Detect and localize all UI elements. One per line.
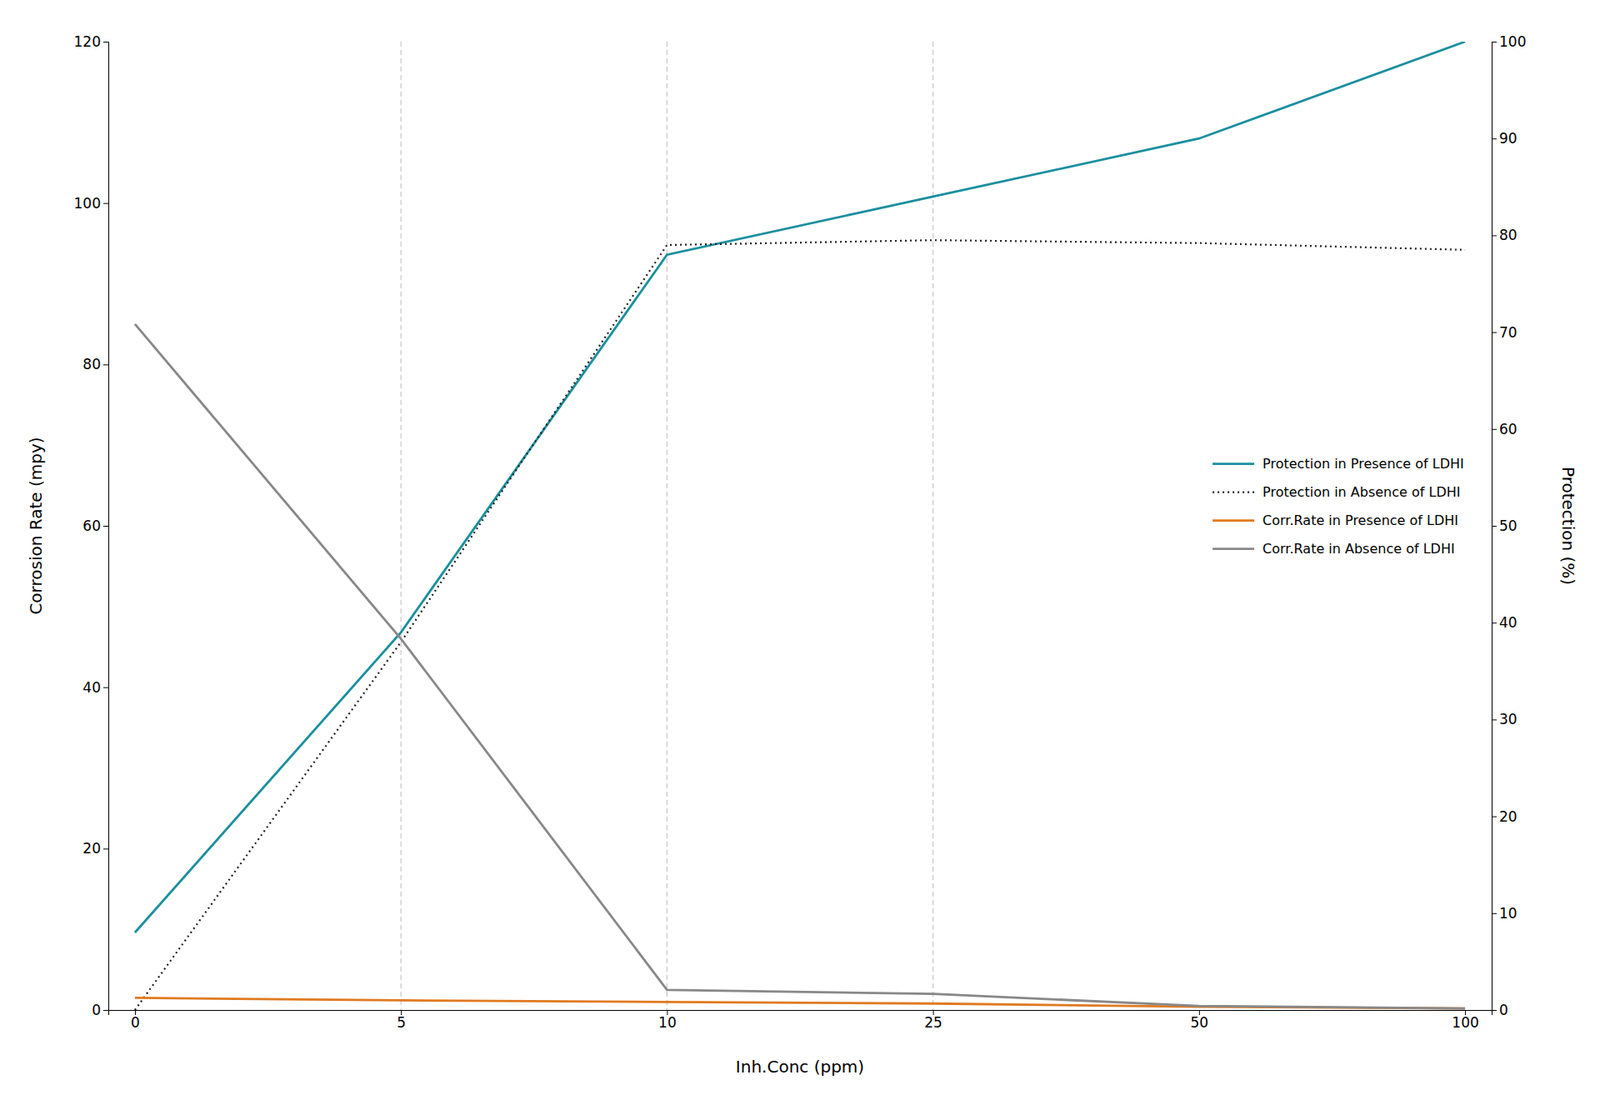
y-axis: 0 20 40 60 80 100 120 [74,33,110,1019]
tick-label: 10 [658,1014,677,1031]
series-line [135,240,1465,1010]
legend-label: Protection in Presence of LDHI [1262,455,1465,472]
tick: 50 [1491,517,1518,535]
tick-label: 100 [74,195,101,212]
tick-label: 100 [1499,33,1526,50]
tick-label: 120 [74,33,101,50]
tick-mark [1491,816,1497,818]
legend-swatch [1212,491,1255,494]
tick: 40 [82,679,109,696]
tick-mark [1491,622,1497,624]
tick: 100 [1451,1010,1479,1031]
legend-label: Corr.Rate in Presence of LDHI [1262,512,1459,529]
tick-label: 50 [1499,517,1518,535]
tick-mark [103,1010,109,1011]
tick-label: 20 [82,840,101,857]
tick-label: 60 [82,517,101,535]
tick: 0 [130,1010,140,1031]
tick-label: 90 [1499,130,1518,147]
tick-label: 25 [924,1014,943,1031]
y2-axis: 0 10 20 30 40 50 60 70 80 90 100 [1491,33,1526,1019]
tick: 25 [924,1010,943,1031]
tick-mark [103,687,109,689]
tick: 80 [82,355,109,373]
tick: 100 [74,195,109,212]
x-axis-title: Inh.Conc (ppm) [735,1056,865,1077]
legend-item: Protection in Absence of LDHI [1212,484,1460,500]
tick-label: 100 [1451,1014,1479,1031]
tick-mark [1491,429,1497,430]
tick: 5 [396,1010,406,1031]
tick: 80 [1491,226,1518,244]
y-axis-title: Corrosion Rate (mpy) [25,436,46,615]
tick-label: 20 [1499,808,1518,825]
tick: 70 [1491,324,1518,341]
tick-label: 0 [91,1001,101,1019]
legend-label: Corr.Rate in Absence of LDHI [1262,540,1455,557]
tick: 20 [1491,808,1518,825]
tick: 60 [82,517,109,535]
legend: Protection in Presence of LDHI Protection… [1212,455,1465,557]
tick: 90 [1491,130,1518,147]
tick-mark [1491,1010,1497,1011]
vertical-line [666,41,668,1010]
tick-mark [103,848,109,850]
tick-label: 80 [1499,226,1518,244]
tick-label: 70 [1499,324,1518,341]
series-line [135,324,1465,1009]
vertical-line [400,41,402,1010]
tick: 0 [91,1001,109,1019]
tick-label: 10 [1499,905,1518,922]
tick: 50 [1190,1010,1210,1031]
tick: 0 [1491,1001,1509,1019]
axis-line [1492,42,1498,1011]
tick-mark [1491,332,1497,334]
tick-mark [103,364,109,365]
tick-mark [1491,719,1497,720]
tick-label: 50 [1190,1014,1210,1031]
plot: 0 5 10 25 50 100 0 20 40 60 80 100 120 0 10 20 30 40 50 60 7… [25,33,1579,1077]
tick-mark [103,525,109,527]
tick: 100 [1491,33,1526,50]
axis-line [109,1010,1493,1016]
tick: 10 [658,1010,677,1031]
tick: 20 [82,840,109,857]
tick: 60 [1491,420,1518,438]
tick-mark [103,41,109,43]
tick: 40 [1491,614,1518,631]
legend-item: Corr.Rate in Presence of LDHI [1212,512,1459,529]
legend-item: Corr.Rate in Absence of LDHI [1212,540,1455,557]
tick: 10 [1491,905,1518,922]
x-axis: 0 5 10 25 50 100 [109,1010,1493,1031]
tick-label: 30 [1499,710,1518,728]
y2-axis-title: Protection (%) [1558,466,1579,585]
tick-mark [1491,41,1497,43]
tick-label: 80 [82,355,101,373]
tick-label: 0 [1499,1001,1509,1019]
tick-label: 0 [130,1014,140,1031]
tick: 120 [74,33,109,50]
tick-label: 40 [1499,614,1518,631]
axis-line [103,42,110,1011]
legend-swatch [1212,547,1255,550]
tick-label: 5 [396,1014,406,1031]
legend-label: Protection in Absence of LDHI [1262,484,1460,500]
legend-swatch [1212,519,1255,522]
chart: 0 5 10 25 50 100 0 20 40 60 80 100 120 0 10 20 30 40 50 60 7… [0,0,1600,1110]
tick-mark [1491,235,1497,236]
tick-mark [1491,138,1497,140]
legend-swatch [1212,462,1255,465]
tick-label: 40 [82,679,101,696]
tick-mark [1491,913,1497,915]
legend-item: Protection in Presence of LDHI [1212,455,1465,472]
tick-mark [1491,525,1497,527]
marks [135,41,1465,1010]
tick-mark [103,203,109,205]
tick: 30 [1491,710,1518,728]
tick-label: 60 [1499,420,1518,438]
vertical-line [932,41,934,1010]
series-line [135,41,1465,933]
